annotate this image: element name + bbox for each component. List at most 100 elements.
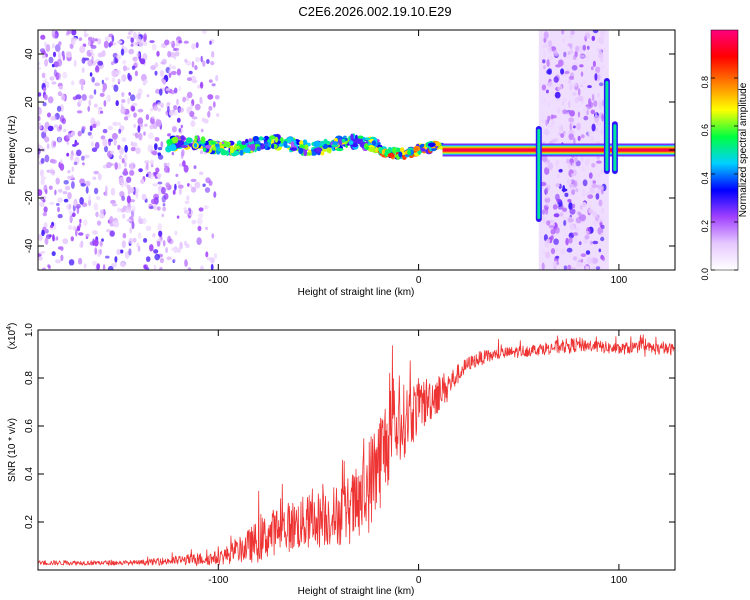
noise-blob <box>171 151 174 156</box>
noise-blob <box>598 216 605 223</box>
noise-blob <box>171 247 174 251</box>
noise-blob <box>547 102 551 107</box>
noise-blob <box>568 75 575 81</box>
noise-blob <box>143 238 148 243</box>
snr-series-line <box>38 334 675 567</box>
noise-blob <box>163 165 170 173</box>
noise-blob <box>38 115 41 122</box>
noise-blob <box>542 50 546 57</box>
signal-blob <box>427 142 436 148</box>
noise-blob <box>561 30 565 35</box>
noise-blob <box>173 258 176 263</box>
noise-blob <box>159 257 164 264</box>
noise-blob <box>132 102 138 107</box>
noise-blob <box>55 259 61 264</box>
noise-blob <box>552 204 558 210</box>
noise-blob <box>179 163 183 167</box>
noise-blob <box>68 259 75 266</box>
noise-blob <box>600 207 605 214</box>
noise-blob <box>159 88 163 96</box>
noise-blob <box>114 256 118 263</box>
noise-blob <box>562 207 567 212</box>
noise-blob <box>580 259 584 263</box>
noise-blob <box>545 193 549 200</box>
noise-blob <box>89 72 93 77</box>
signal-streak-inner <box>537 129 541 219</box>
noise-blob <box>118 128 122 134</box>
noise-blob <box>123 168 128 174</box>
signal-blob <box>166 139 173 145</box>
noise-blob <box>157 108 161 112</box>
signal-blob <box>256 146 261 152</box>
noise-blob <box>578 45 584 54</box>
noise-blob <box>191 116 198 120</box>
noise-blob <box>146 94 150 98</box>
noise-blob <box>57 137 62 143</box>
noise-blob <box>554 226 560 234</box>
noise-blob <box>148 172 155 180</box>
noise-blob <box>109 230 115 237</box>
noise-blob <box>137 232 142 239</box>
snr-x-axis: -100 0 100 <box>208 330 628 586</box>
noise-blob <box>137 245 141 252</box>
noise-blob <box>114 162 118 170</box>
noise-blob <box>93 239 99 247</box>
noise-blob <box>131 205 136 214</box>
noise-blob <box>110 150 115 155</box>
noise-blob <box>176 215 180 219</box>
noise-blob <box>195 42 199 49</box>
noise-blob <box>47 125 54 132</box>
noise-blob <box>556 106 561 114</box>
noise-blob <box>200 265 204 270</box>
signal-blob <box>351 143 358 148</box>
noise-blob <box>565 237 569 246</box>
snr-x-tick-label: -100 <box>208 575 228 586</box>
noise-blob <box>62 54 65 61</box>
noise-blob <box>49 76 55 81</box>
noise-blob <box>68 210 73 215</box>
signal-blob <box>200 136 206 143</box>
noise-blob <box>181 149 185 157</box>
noise-blob <box>177 181 181 185</box>
noise-blob <box>38 66 42 70</box>
noise-blob <box>165 88 171 92</box>
noise-blob <box>92 230 98 235</box>
noise-blob <box>174 51 180 57</box>
noise-blob <box>44 77 47 84</box>
noise-blob <box>200 55 203 63</box>
noise-blob <box>145 256 151 262</box>
noise-blob <box>569 110 575 117</box>
noise-blob <box>79 242 83 249</box>
noise-blob <box>573 157 578 163</box>
noise-blob <box>150 198 157 205</box>
noise-blob <box>126 35 132 40</box>
signal-blob <box>348 140 354 145</box>
noise-blob <box>70 131 76 137</box>
noise-blob <box>197 213 204 218</box>
snr-frame <box>37 329 676 571</box>
noise-blob <box>204 187 211 193</box>
noise-blob <box>81 155 85 161</box>
signal-blob <box>381 149 385 155</box>
noise-blob <box>102 82 108 91</box>
noise-blob <box>58 124 63 130</box>
noise-blob <box>150 108 154 112</box>
noise-blob <box>52 142 57 148</box>
noise-blob <box>99 248 102 255</box>
noise-blob <box>106 229 111 233</box>
noise-blob <box>40 178 45 186</box>
noise-blob <box>598 36 604 45</box>
noise-blob <box>104 77 109 81</box>
noise-blob <box>573 180 578 188</box>
noise-blob <box>81 94 87 101</box>
noise-blob <box>592 30 599 34</box>
signal-blob <box>357 135 364 139</box>
noise-blob <box>55 177 60 185</box>
noise-blob <box>51 43 56 49</box>
noise-blob <box>63 128 67 133</box>
noise-blob <box>597 172 601 178</box>
noise-blob <box>213 191 217 198</box>
noise-blob <box>545 187 549 194</box>
noise-blob <box>564 70 570 75</box>
noise-blob <box>88 199 92 207</box>
